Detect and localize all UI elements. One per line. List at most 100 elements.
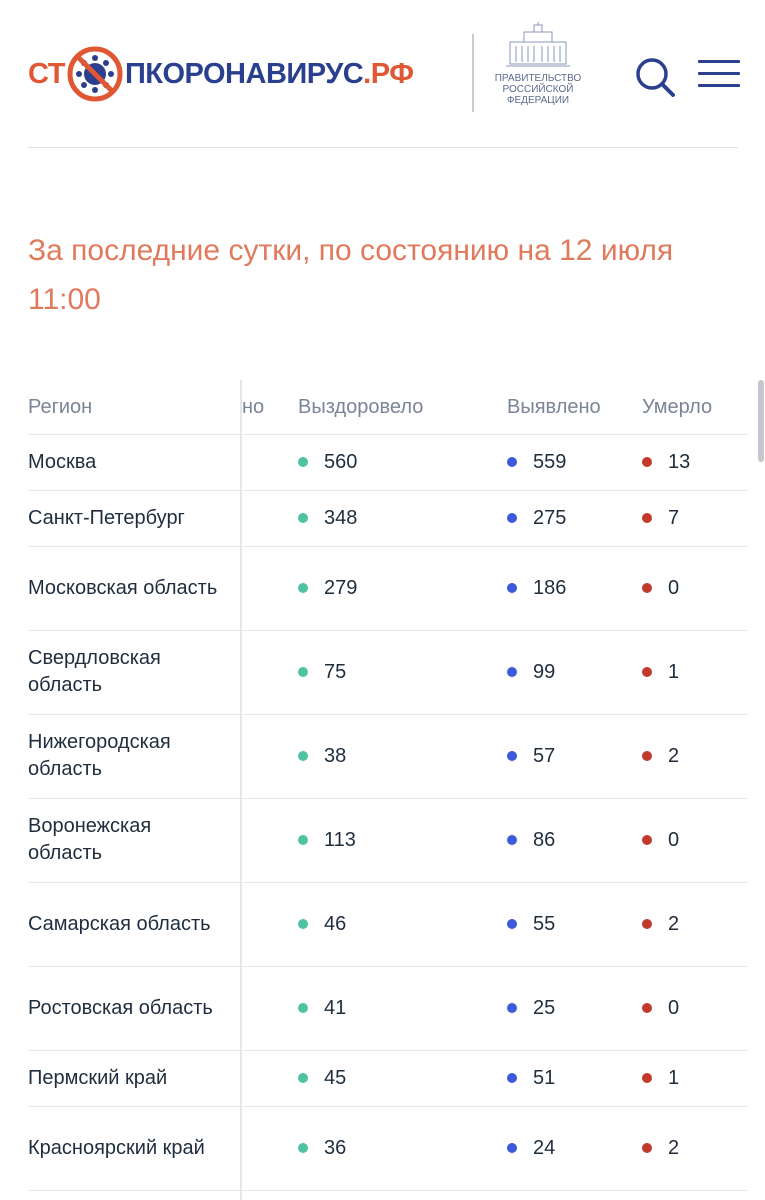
cell-region-value: Воронежская область [28,815,152,864]
cell-recovered: 46 [298,882,478,966]
cell-detected-value: 86 [533,828,556,851]
cell-detected: 24 [507,1106,627,1190]
cell-died: 13 [642,434,742,490]
logo-text-domain: .РФ [363,57,414,90]
cell-recovered: 41 [298,966,478,1050]
cell-detected-dot-icon [507,1143,517,1153]
table-header-row: Регион но Выздоровело Выявлено Умерло [28,380,748,435]
cell-died-value: 2 [668,744,680,767]
cell-recovered: 113 [298,798,478,882]
table-row[interactable]: Пермский край 45 51 1 [28,1050,748,1107]
header-divider [472,34,474,112]
cell-died-dot-icon [642,457,652,467]
header-detected[interactable]: Выявлено [507,395,601,418]
government-label-1: ПРАВИТЕЛЬСТВО [494,73,582,84]
cell-region-value: Московская область [28,576,218,599]
cell-detected-value: 55 [533,912,556,935]
table-row[interactable]: Воронежская область 113 86 0 [28,798,748,883]
cell-region: Самарская область [28,882,228,966]
cell-recovered-dot-icon [298,667,308,677]
search-button[interactable] [634,56,676,98]
cell-region: Санкт-Петербург [28,490,228,546]
cell-recovered-value: 38 [324,744,347,767]
cell-detected-value: 51 [533,1066,556,1089]
cell-detected-value: 186 [533,576,567,599]
menu-button[interactable] [698,60,740,90]
cell-died-dot-icon [642,919,652,929]
cell-detected-dot-icon [507,1003,517,1013]
cell-died-dot-icon [642,751,652,761]
cell-died: 2 [642,882,742,966]
header-died[interactable]: Умерло [642,395,713,418]
cell-died-value: 1 [668,660,680,683]
cell-recovered-value: 560 [324,450,358,473]
cell-died: 2 [642,714,742,798]
cell-recovered: 560 [298,434,478,490]
government-building-icon [506,22,570,67]
cell-region-value: Санкт-Петербург [28,506,185,529]
header-separator [28,147,738,148]
cell-region: Нижегородская область [28,714,228,798]
table-row[interactable]: Свердловская область 75 99 1 [28,630,748,715]
cell-died: 2 [642,1106,742,1190]
table-row[interactable]: Нижегородская область 38 57 2 [28,714,748,799]
cell-region: Красноярский край [28,1106,228,1190]
header-region[interactable]: Регион [28,395,93,418]
cell-recovered-dot-icon [298,1003,308,1013]
cell-died: 0 [642,546,742,630]
cell-detected: 51 [507,1050,627,1106]
cell-recovered: 36 [298,1106,478,1190]
cell-region: Московская область [28,546,228,630]
cell-detected-dot-icon [507,1073,517,1083]
cell-region-value: Нижегородская область [28,731,171,780]
table-row[interactable]: Москва 560 559 13 [28,434,748,491]
cell-died-dot-icon [642,513,652,523]
regions-table[interactable]: Регион но Выздоровело Выявлено Умерло Мо… [28,380,748,1200]
cell-detected-dot-icon [507,751,517,761]
cell-recovered-value: 45 [324,1066,347,1089]
page-headline: За последние сутки, по состоянию на 12 и… [28,226,765,324]
cell-detected-dot-icon [507,667,517,677]
table-row[interactable]: Самарская область 46 55 2 [28,882,748,967]
cell-detected: 57 [507,714,627,798]
cell-detected-dot-icon [507,457,517,467]
cell-recovered-dot-icon [298,1073,308,1083]
virus-stop-icon [67,46,123,102]
table-row[interactable]: Красноярский край 36 24 2 [28,1106,748,1191]
cell-died: 1 [642,630,742,714]
logo-text-start: СТ [28,57,65,90]
cell-died: 0 [642,966,742,1050]
cell-recovered-dot-icon [298,835,308,845]
cell-detected: 86 [507,798,627,882]
table-row[interactable]: Московская область 279 186 0 [28,546,748,631]
cell-died-value: 1 [668,1066,680,1089]
cell-died-value: 7 [668,506,680,529]
cell-region-value: Ростовская область [28,996,213,1019]
cell-region-value: Свердловская область [28,647,161,696]
cell-died-dot-icon [642,835,652,845]
government-label-2: РОССИЙСКОЙ [502,84,574,95]
header-hidden-column[interactable]: но [242,395,265,418]
header-recovered[interactable]: Выздоровело [298,395,424,418]
cell-recovered: 348 [298,490,478,546]
cell-detected-value: 559 [533,450,567,473]
site-logo[interactable]: СТ ПКОРОНАВИРУС .РФ [28,44,414,104]
cell-died-value: 13 [668,450,691,473]
cell-recovered-value: 41 [324,996,347,1019]
cell-died-value: 0 [668,576,680,599]
cell-died-dot-icon [642,1143,652,1153]
cell-died-value: 0 [668,828,680,851]
cell-recovered-dot-icon [298,513,308,523]
cell-died: 7 [642,490,742,546]
cell-detected: 559 [507,434,627,490]
cell-detected-dot-icon [507,583,517,593]
cell-recovered-value: 279 [324,576,358,599]
search-icon [636,58,675,97]
table-scrollbar[interactable] [758,380,764,462]
cell-detected: 55 [507,882,627,966]
table-row[interactable]: Санкт-Петербург 348 275 7 [28,490,748,547]
cell-region-value: Пермский край [28,1066,168,1089]
table-row[interactable]: Ростовская область 41 25 0 [28,966,748,1051]
menu-icon-bar [698,72,740,75]
government-badge[interactable]: ПРАВИТЕЛЬСТВО РОССИЙСКОЙ ФЕДЕРАЦИИ [492,22,584,112]
